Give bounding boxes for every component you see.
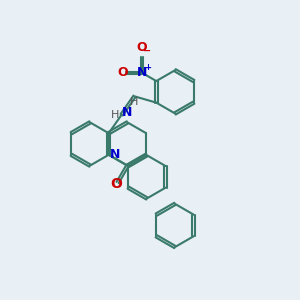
Text: H: H: [111, 110, 119, 120]
Text: O: O: [118, 66, 128, 79]
Text: N: N: [110, 148, 121, 161]
Text: +: +: [144, 63, 151, 72]
Text: O: O: [137, 40, 147, 54]
Text: O: O: [110, 177, 122, 191]
Text: −: −: [143, 46, 152, 56]
Text: N: N: [122, 106, 133, 119]
Text: H: H: [130, 97, 139, 107]
Text: N: N: [137, 66, 147, 79]
